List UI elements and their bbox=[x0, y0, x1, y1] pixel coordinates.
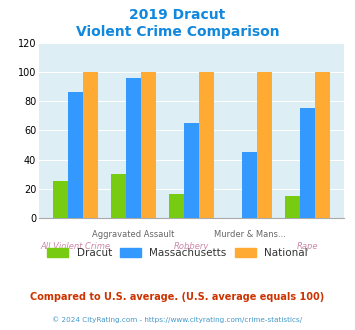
Bar bbox=[300, 109, 315, 218]
Bar bbox=[257, 72, 272, 218]
Legend: Dracut, Massachusetts, National: Dracut, Massachusetts, National bbox=[43, 244, 312, 262]
Text: Murder & Mans...: Murder & Mans... bbox=[214, 230, 286, 239]
Bar bbox=[126, 78, 141, 218]
Bar bbox=[169, 194, 184, 218]
Bar bbox=[141, 72, 156, 218]
Text: Violent Crime Comparison: Violent Crime Comparison bbox=[76, 25, 279, 39]
Text: Rape: Rape bbox=[297, 242, 318, 251]
Bar bbox=[111, 174, 126, 218]
Text: © 2024 CityRating.com - https://www.cityrating.com/crime-statistics/: © 2024 CityRating.com - https://www.city… bbox=[53, 317, 302, 323]
Text: Aggravated Assault: Aggravated Assault bbox=[92, 230, 175, 239]
Text: All Violent Crime: All Violent Crime bbox=[40, 242, 110, 251]
Bar bbox=[285, 196, 300, 218]
Bar bbox=[199, 72, 214, 218]
Bar bbox=[53, 182, 68, 218]
Bar bbox=[68, 92, 83, 218]
Bar bbox=[242, 152, 257, 218]
Bar bbox=[315, 72, 331, 218]
Text: Robbery: Robbery bbox=[174, 242, 209, 251]
Text: Compared to U.S. average. (U.S. average equals 100): Compared to U.S. average. (U.S. average … bbox=[31, 292, 324, 302]
Bar bbox=[184, 123, 199, 218]
Text: 2019 Dracut: 2019 Dracut bbox=[129, 8, 226, 22]
Bar bbox=[83, 72, 98, 218]
